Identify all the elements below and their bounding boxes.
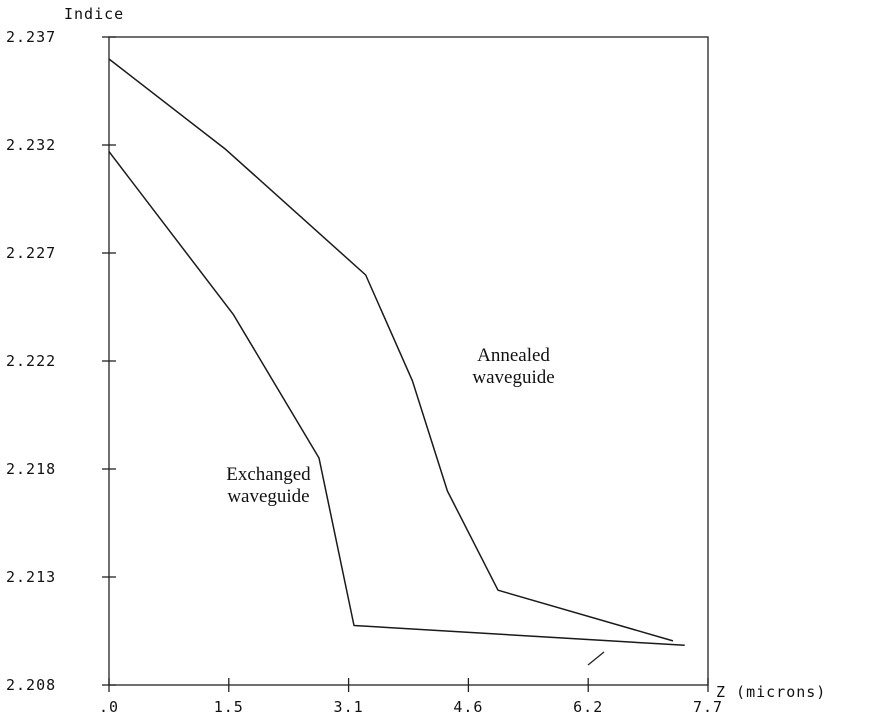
y-tick-label: 2.227 <box>6 244 56 262</box>
y-tick-label: 2.208 <box>6 676 56 694</box>
x-tick-label: 6.2 <box>573 698 603 716</box>
annotation-line: Exchanged <box>226 464 311 485</box>
series-layer <box>108 58 685 647</box>
y-tick-label: 2.218 <box>6 460 56 478</box>
y-tick-label: 2.213 <box>6 568 56 586</box>
annotation-label: Exchanged waveguide <box>226 464 311 507</box>
series-line-exchanged-waveguide <box>108 151 685 647</box>
x-axis-ticks: .0 1.5 3.1 4.6 6.2 7.7 <box>99 678 723 716</box>
annotation-line: Annealed <box>477 345 550 366</box>
tick-mark-stray <box>587 651 605 666</box>
x-tick-label: 1.5 <box>214 698 244 716</box>
y-axis-title: Indice <box>64 5 124 23</box>
annotation-line: waveguide <box>472 367 554 388</box>
y-tick-label: 2.237 <box>6 28 56 46</box>
x-tick-label: 3.1 <box>334 698 364 716</box>
y-axis-ticks: 2.208 2.213 2.218 2.222 2.227 2.232 2.237 <box>6 28 116 694</box>
y-tick-label: 2.232 <box>6 136 56 154</box>
y-tick-label: 2.222 <box>6 352 56 370</box>
annotation-label: Annealed waveguide <box>472 345 554 388</box>
annotation-line: waveguide <box>227 486 309 507</box>
plot-frame <box>108 36 709 686</box>
x-axis-title: Z (microns) <box>716 683 826 701</box>
x-tick-label: 7.7 <box>693 698 723 716</box>
x-tick-label: .0 <box>99 698 119 716</box>
x-tick-label: 4.6 <box>453 698 483 716</box>
series-line-annealed-waveguide <box>108 58 674 642</box>
